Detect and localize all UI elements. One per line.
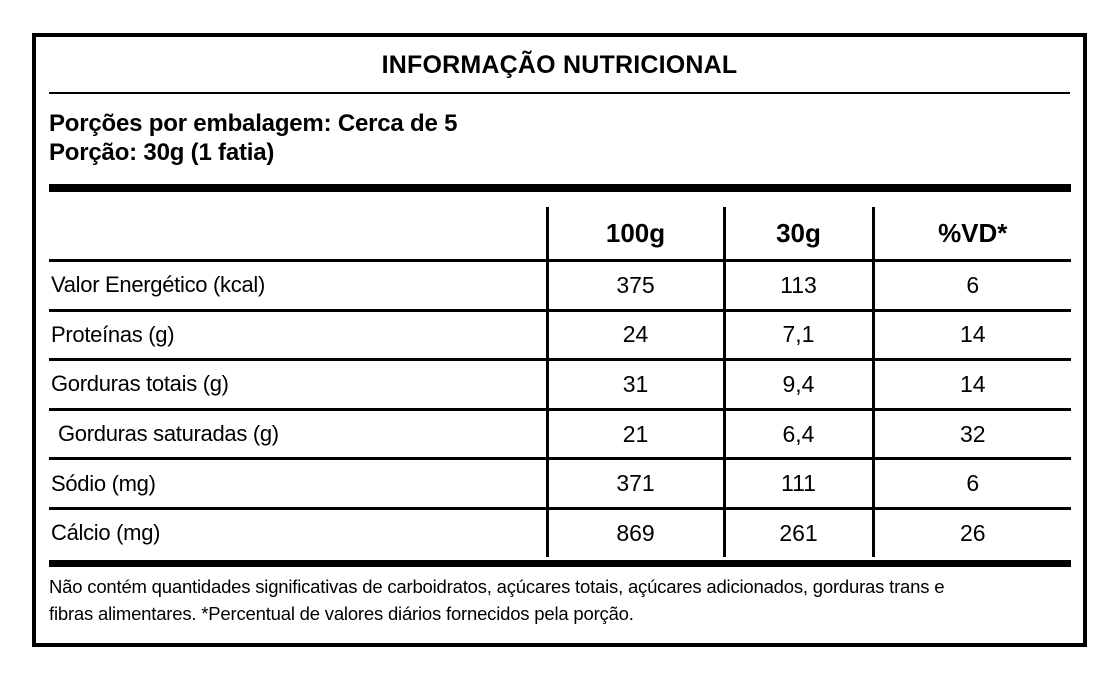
value-per-30g: 9,4 <box>722 359 873 411</box>
nutrition-table: 100g 30g %VD* Valor Energético (kcal) 37… <box>49 207 1071 557</box>
value-per-100g: 371 <box>545 458 724 510</box>
value-per-100g: 24 <box>545 310 724 362</box>
table-row: Gorduras saturadas (g) 21 6,4 32 <box>49 409 1071 461</box>
value-daily-pct: 14 <box>871 310 1071 362</box>
value-per-100g: 375 <box>545 260 724 312</box>
nutrient-name: Sódio (mg) <box>49 458 547 510</box>
value-per-100g: 869 <box>545 508 724 557</box>
table-row: Proteínas (g) 24 7,1 14 <box>49 310 1071 362</box>
header-per-100g: 100g <box>545 207 724 262</box>
footnote: Não contém quantidades significativas de… <box>49 573 1070 627</box>
servings-per-package: Porções por embalagem: Cerca de 5 <box>49 110 458 137</box>
portion-size: Porção: 30g (1 fatia) <box>49 139 275 166</box>
value-per-30g: 6,4 <box>722 409 873 461</box>
table-row: Gorduras totais (g) 31 9,4 14 <box>49 359 1071 411</box>
label-title: INFORMAÇÃO NUTRICIONAL <box>381 51 738 79</box>
portion-info: Porções por embalagem: Cerca de 5 Porção… <box>49 109 1070 167</box>
value-daily-pct: 26 <box>871 508 1071 557</box>
value-daily-pct: 14 <box>871 359 1071 411</box>
nutrient-name: Gorduras saturadas (g) <box>49 409 547 461</box>
value-per-30g: 113 <box>722 260 873 312</box>
value-daily-pct: 6 <box>871 260 1071 312</box>
table-row: Cálcio (mg) 869 261 26 <box>49 508 1071 557</box>
nutrition-label-panel: INFORMAÇÃO NUTRICIONAL Porções por embal… <box>32 33 1087 647</box>
nutrient-name: Cálcio (mg) <box>51 520 161 546</box>
value-per-100g: 21 <box>545 409 724 461</box>
title-divider-line <box>49 92 1070 94</box>
value-daily-pct: 32 <box>871 409 1071 461</box>
value-per-30g: 111 <box>722 458 873 510</box>
value-per-30g: 261 <box>722 508 873 557</box>
table-row: Valor Energético (kcal) 375 113 6 <box>49 260 1071 312</box>
thick-separator-bottom <box>49 560 1071 567</box>
header-per-30g: 30g <box>722 207 873 262</box>
footnote-line-1: Não contém quantidades significativas de… <box>49 576 945 597</box>
table-header-row: 100g 30g %VD* <box>49 207 1071 262</box>
value-per-30g: 7,1 <box>722 310 873 362</box>
header-daily-value: %VD* <box>871 207 1071 262</box>
nutrient-name: Gorduras totais (g) <box>49 359 547 411</box>
footnote-line-2: fibras alimentares. *Percentual de valor… <box>49 603 634 624</box>
nutrient-name: Valor Energético (kcal) <box>49 260 547 312</box>
value-daily-pct: 6 <box>871 458 1071 510</box>
header-nutrient-blank <box>49 207 547 262</box>
table-row: Sódio (mg) 371 111 6 <box>49 458 1071 510</box>
value-per-100g: 31 <box>545 359 724 411</box>
nutrient-name: Proteínas (g) <box>49 310 547 362</box>
thick-separator-top <box>49 184 1071 192</box>
